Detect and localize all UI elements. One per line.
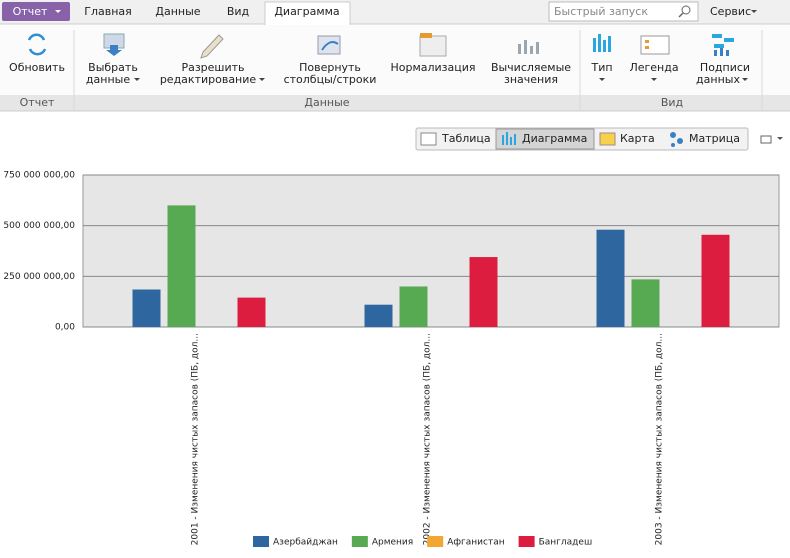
ribbon-button[interactable]: значения xyxy=(504,73,558,86)
ribbon-button[interactable]: Нормализация xyxy=(390,61,475,74)
window-button[interactable] xyxy=(760,135,772,144)
ribbon-button[interactable]: Вычисляемые xyxy=(491,61,571,74)
legend-swatch xyxy=(351,536,368,547)
ribbon-button[interactable]: Легенда xyxy=(629,61,678,74)
bar xyxy=(167,205,196,327)
y-tick-label: 250 000 000,00 xyxy=(3,272,75,282)
bar xyxy=(631,279,660,327)
legend-label: Афганистан xyxy=(447,538,505,548)
x-tick-label: 2001 - Изменения чистых запасов (ПБ, дол… xyxy=(191,333,201,545)
view-button[interactable]: Диаграмма xyxy=(522,132,587,145)
bar xyxy=(399,286,428,327)
tab[interactable]: Диаграмма xyxy=(274,5,339,18)
bar xyxy=(364,304,393,327)
bar xyxy=(237,297,266,327)
group-label: Отчет xyxy=(20,96,55,109)
ribbon-button[interactable]: редактирование xyxy=(160,73,257,86)
service-menu[interactable]: Сервис xyxy=(710,5,751,18)
ribbon-button[interactable]: Тип xyxy=(590,61,612,74)
ribbon-button[interactable]: Разрешить xyxy=(181,61,244,74)
tab[interactable]: Данные xyxy=(155,5,200,18)
ribbon-button[interactable]: данные xyxy=(86,73,130,86)
search-placeholder: Быстрый запуск xyxy=(554,5,648,18)
legend-swatch xyxy=(253,536,269,547)
view-button[interactable]: Матрица xyxy=(689,132,740,145)
ribbon-button[interactable]: Выбрать xyxy=(88,61,138,74)
view-button[interactable]: Таблица xyxy=(441,132,491,145)
bar xyxy=(701,234,730,327)
x-tick-label: 2002 - Изменения чистых запасов (ПБ, дол… xyxy=(423,333,433,545)
bar xyxy=(469,257,498,327)
y-tick-label: 0,00 xyxy=(55,323,75,333)
x-tick-label: 2003 - Изменения чистых запасов (ПБ, дол… xyxy=(655,333,665,545)
ribbon-groups xyxy=(0,95,790,111)
tab[interactable]: Вид xyxy=(227,5,250,18)
active-tab[interactable] xyxy=(264,1,351,25)
y-tick-label: 750 000 000,00 xyxy=(3,171,75,181)
ribbon-button[interactable]: столбцы/строки xyxy=(284,73,377,86)
active-view[interactable] xyxy=(495,128,595,150)
group-label: Данные xyxy=(304,96,349,109)
legend-swatch xyxy=(518,536,535,547)
view-button[interactable]: Карта xyxy=(620,132,655,145)
ribbon-button[interactable]: Подписи xyxy=(700,61,750,74)
tab[interactable]: Главная xyxy=(84,5,132,18)
legend-swatch xyxy=(427,536,444,547)
y-tick-label: 500 000 000,00 xyxy=(3,221,75,231)
ribbon-button[interactable]: данных xyxy=(696,73,740,86)
ribbon-button[interactable]: Обновить xyxy=(9,61,65,74)
legend-label: Армения xyxy=(372,538,413,548)
tab[interactable]: Отчет xyxy=(13,5,48,18)
chart: 0,00 250 000 000,00 500 000 000,00 750 000 … xyxy=(3,171,780,548)
search-box[interactable] xyxy=(548,1,699,22)
report-menu[interactable] xyxy=(2,2,70,21)
legend-label: Азербайджан xyxy=(273,538,338,548)
legend-label: Бангладеш xyxy=(539,538,593,548)
plot-area xyxy=(82,174,780,328)
group-label: Вид xyxy=(661,96,684,109)
bar xyxy=(596,229,625,327)
bar xyxy=(132,289,161,327)
ribbon-button[interactable]: Повернуть xyxy=(299,61,361,74)
